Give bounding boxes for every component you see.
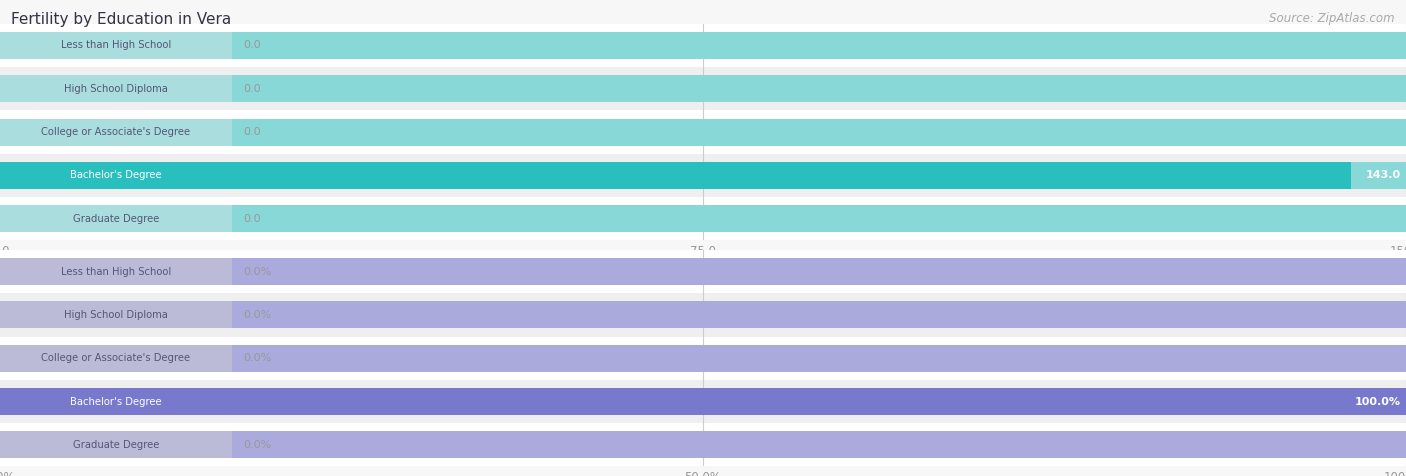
Text: College or Associate's Degree: College or Associate's Degree xyxy=(41,127,191,137)
Bar xyxy=(232,388,1406,415)
Bar xyxy=(0,154,1406,197)
Bar xyxy=(0,293,1406,337)
Bar xyxy=(0,250,1406,293)
Text: 0.0: 0.0 xyxy=(243,84,262,94)
Bar xyxy=(0,431,232,458)
Text: Graduate Degree: Graduate Degree xyxy=(73,214,159,224)
Text: Source: ZipAtlas.com: Source: ZipAtlas.com xyxy=(1270,12,1395,25)
Text: Bachelor's Degree: Bachelor's Degree xyxy=(70,397,162,407)
Bar xyxy=(0,301,232,328)
Bar xyxy=(0,345,232,372)
Bar xyxy=(0,197,1406,240)
Bar xyxy=(232,119,1406,146)
Bar xyxy=(232,32,1406,59)
Bar xyxy=(232,345,1406,372)
Bar xyxy=(0,162,232,189)
Text: 0.0%: 0.0% xyxy=(243,440,271,450)
Text: 0.0: 0.0 xyxy=(243,40,262,50)
Bar xyxy=(0,205,232,232)
Text: 0.0: 0.0 xyxy=(243,127,262,137)
Text: Less than High School: Less than High School xyxy=(60,40,172,50)
Text: 0.0: 0.0 xyxy=(243,214,262,224)
Bar xyxy=(0,67,1406,110)
Bar xyxy=(0,119,232,146)
Text: Graduate Degree: Graduate Degree xyxy=(73,440,159,450)
Bar xyxy=(0,75,232,102)
Bar xyxy=(232,388,1406,415)
Bar xyxy=(232,431,1406,458)
Text: High School Diploma: High School Diploma xyxy=(65,84,167,94)
Bar xyxy=(0,110,1406,154)
Text: Bachelor's Degree: Bachelor's Degree xyxy=(70,170,162,180)
Text: College or Associate's Degree: College or Associate's Degree xyxy=(41,353,191,363)
Bar xyxy=(0,423,1406,466)
Bar xyxy=(0,24,1406,67)
Text: 143.0: 143.0 xyxy=(1365,170,1400,180)
Bar xyxy=(232,258,1406,285)
Text: Fertility by Education in Vera: Fertility by Education in Vera xyxy=(11,12,232,27)
Bar xyxy=(0,388,232,415)
Bar xyxy=(0,32,232,59)
Bar xyxy=(232,162,1406,189)
Bar xyxy=(232,75,1406,102)
Bar xyxy=(0,258,232,285)
Text: 0.0%: 0.0% xyxy=(243,267,271,277)
Text: Less than High School: Less than High School xyxy=(60,267,172,277)
Bar xyxy=(232,205,1406,232)
Bar xyxy=(232,301,1406,328)
Bar xyxy=(0,380,1406,423)
Text: 0.0%: 0.0% xyxy=(243,353,271,363)
Text: High School Diploma: High School Diploma xyxy=(65,310,167,320)
Bar xyxy=(232,162,1351,189)
Text: 0.0%: 0.0% xyxy=(243,310,271,320)
Text: 100.0%: 100.0% xyxy=(1354,397,1400,407)
Bar xyxy=(0,337,1406,380)
